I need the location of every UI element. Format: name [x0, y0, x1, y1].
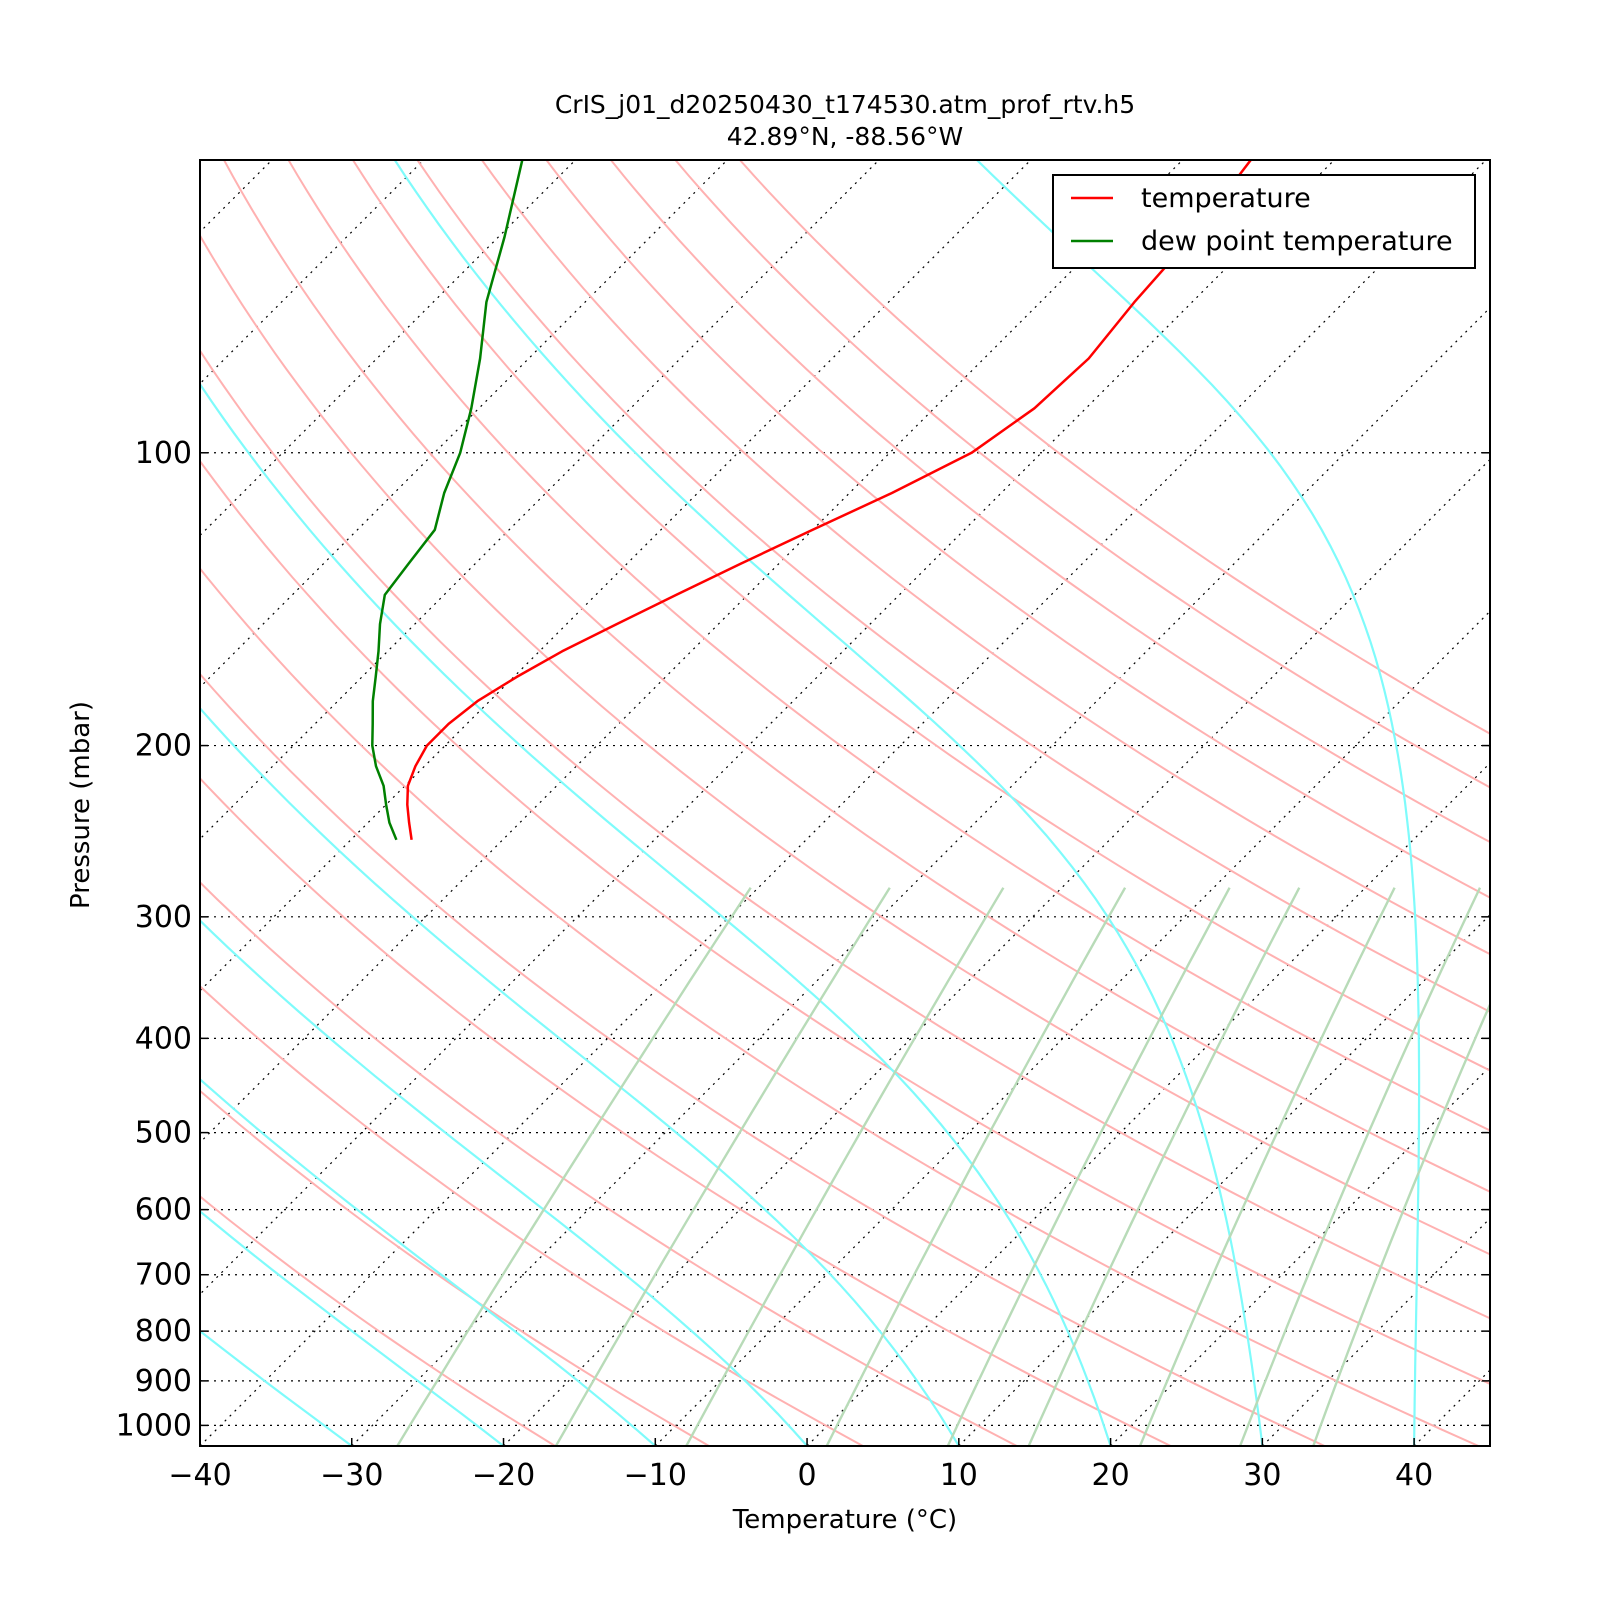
x-tick-labels: −40 −30 −20 −10 0 10 20 30 40 [168, 1458, 1433, 1493]
mixing-ratio-line [1027, 887, 1301, 1446]
x-tick-label: −10 [624, 1458, 687, 1493]
mixing-ratio-line [825, 887, 1127, 1446]
y-tick-label: 900 [135, 1364, 192, 1399]
dry-adiabat-line [200, 1195, 556, 1446]
dry-adiabat-line [223, 160, 1490, 1193]
moist-adiabat-line [393, 160, 1264, 1446]
dry-adiabat-line [610, 160, 1490, 844]
y-tick-label: 500 [135, 1116, 192, 1151]
pressure-grid [200, 452, 1490, 1426]
y-tick-label: 400 [135, 1021, 192, 1056]
x-tick-label: 0 [798, 1458, 817, 1493]
x-tick-label: −30 [320, 1458, 383, 1493]
dew-point-line [371, 160, 524, 841]
moist-adiabat-line [200, 919, 808, 1446]
y-tick-label: 100 [135, 436, 192, 471]
x-tick-label: −40 [168, 1458, 231, 1493]
x-tick-label: −20 [472, 1458, 535, 1493]
axis-ticks [199, 452, 1490, 1446]
moist-adiabats [200, 160, 1421, 1446]
dry-adiabat-line [352, 160, 1490, 1072]
dry-adiabat-line [200, 233, 1490, 1256]
dry-adiabat-line [200, 348, 1490, 1320]
mixing-ratio-line [1312, 1001, 1490, 1446]
legend-label-dew-point: dew point temperature [1141, 226, 1453, 257]
moist-adiabat-line [976, 160, 1421, 1446]
plot-frame [199, 159, 1491, 1447]
dry-adiabat-line [200, 880, 1018, 1446]
legend-label-temperature: temperature [1141, 183, 1311, 214]
dry-adiabat-line [200, 984, 864, 1446]
mixing-ratio-line [946, 887, 1231, 1446]
x-tick-label: 30 [1243, 1458, 1281, 1493]
y-tick-label: 800 [135, 1314, 192, 1349]
y-tick-label: 700 [135, 1258, 192, 1293]
temperature-line [406, 160, 1252, 840]
x-tick-label: 40 [1395, 1458, 1433, 1493]
moist-adiabat-line [200, 382, 1112, 1446]
profile-series [371, 160, 1252, 841]
x-tick-label: 20 [1091, 1458, 1129, 1493]
moist-adiabat-line [200, 1209, 505, 1446]
dry-adiabats [200, 160, 1490, 1446]
legend-box [1052, 174, 1476, 269]
dry-adiabat-line [481, 160, 1490, 956]
moist-adiabat-line [200, 1077, 657, 1446]
mixing-ratio-line [685, 887, 1005, 1446]
dry-adiabat-line [200, 777, 1172, 1446]
mixing-ratio-line [396, 887, 752, 1446]
legend: temperature dew point temperature [1052, 174, 1476, 269]
chart-title: CrIS_j01_d20250430_t174530.atm_prof_rtv.… [555, 90, 1135, 119]
mixing-ratio-lines [396, 887, 1490, 1446]
x-axis-label: Temperature (°C) [732, 1505, 957, 1535]
dry-adiabat-line [739, 160, 1490, 735]
y-tick-label: 200 [135, 729, 192, 764]
dry-adiabat-line [545, 160, 1490, 899]
y-axis-label: Pressure (mbar) [66, 701, 96, 909]
y-tick-label: 600 [135, 1193, 192, 1228]
dry-adiabat-line [200, 567, 1479, 1446]
dry-adiabat-line [200, 672, 1326, 1446]
mixing-ratio-line [554, 887, 891, 1446]
mixing-ratio-line [1138, 887, 1396, 1446]
dry-adiabat-line [200, 459, 1490, 1385]
y-tick-labels: 100 200 300 400 500 600 700 800 900 1000 [116, 436, 192, 1444]
mixing-ratio-line [1238, 887, 1482, 1446]
dry-adiabat-line [200, 1089, 710, 1446]
moist-adiabat-line [200, 706, 960, 1446]
chart-subtitle: 42.89°N, -88.56°W [727, 122, 963, 151]
dry-adiabat-line [416, 160, 1490, 1013]
dry-adiabat-line [287, 160, 1490, 1132]
y-tick-label: 1000 [116, 1408, 192, 1443]
y-tick-label: 300 [135, 900, 192, 935]
x-tick-label: 10 [940, 1458, 978, 1493]
dry-adiabat-line [674, 160, 1490, 789]
